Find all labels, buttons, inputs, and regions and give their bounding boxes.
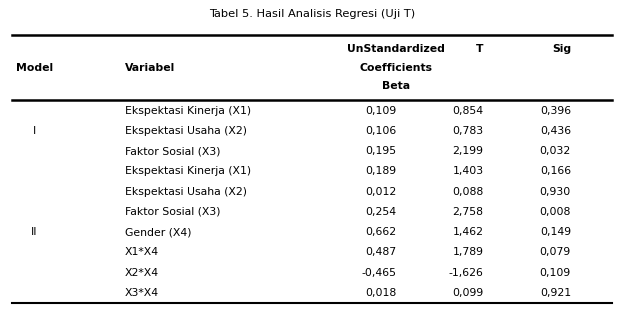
Text: Ekspektasi Usaha (X2): Ekspektasi Usaha (X2)	[125, 187, 247, 197]
Text: 0,018: 0,018	[365, 288, 396, 298]
Text: 0,166: 0,166	[540, 166, 571, 176]
Text: Ekspektasi Kinerja (X1): Ekspektasi Kinerja (X1)	[125, 166, 251, 176]
Text: 0,396: 0,396	[540, 106, 571, 116]
Text: 0,854: 0,854	[452, 106, 484, 116]
Text: 0,109: 0,109	[540, 268, 571, 278]
Text: 0,195: 0,195	[365, 146, 396, 156]
Text: 2,199: 2,199	[452, 146, 484, 156]
Text: 0,921: 0,921	[540, 288, 571, 298]
Text: 0,149: 0,149	[540, 227, 571, 237]
Text: I: I	[32, 126, 36, 136]
Text: Sig: Sig	[552, 44, 571, 54]
Text: 0,109: 0,109	[365, 106, 396, 116]
Text: X2*X4: X2*X4	[125, 268, 159, 278]
Text: T: T	[476, 44, 484, 54]
Text: X3*X4: X3*X4	[125, 288, 159, 298]
Text: 0,662: 0,662	[365, 227, 396, 237]
Text: -1,626: -1,626	[449, 268, 484, 278]
Text: Coefficients: Coefficients	[360, 62, 432, 73]
Text: 0,930: 0,930	[540, 187, 571, 197]
Text: 1,403: 1,403	[452, 166, 484, 176]
Text: Faktor Sosial (X3): Faktor Sosial (X3)	[125, 146, 220, 156]
Text: X1*X4: X1*X4	[125, 247, 159, 257]
Text: UnStandardized: UnStandardized	[348, 44, 445, 54]
Text: Model: Model	[16, 62, 53, 73]
Text: Variabel: Variabel	[125, 62, 175, 73]
Text: 0,079: 0,079	[540, 247, 571, 257]
Text: 0,487: 0,487	[365, 247, 396, 257]
Text: Ekspektasi Usaha (X2): Ekspektasi Usaha (X2)	[125, 126, 247, 136]
Text: II: II	[31, 227, 37, 237]
Text: 0,106: 0,106	[365, 126, 396, 136]
Text: Tabel 5. Hasil Analisis Regresi (Uji T): Tabel 5. Hasil Analisis Regresi (Uji T)	[209, 9, 415, 19]
Text: Faktor Sosial (X3): Faktor Sosial (X3)	[125, 207, 220, 217]
Text: 0,088: 0,088	[452, 187, 484, 197]
Text: 0,008: 0,008	[540, 207, 571, 217]
Text: 0,099: 0,099	[452, 288, 484, 298]
Text: 0,436: 0,436	[540, 126, 571, 136]
Text: Ekspektasi Kinerja (X1): Ekspektasi Kinerja (X1)	[125, 106, 251, 116]
Text: -0,465: -0,465	[361, 268, 396, 278]
Text: Beta: Beta	[382, 81, 411, 91]
Text: 0,189: 0,189	[365, 166, 396, 176]
Text: 0,783: 0,783	[452, 126, 484, 136]
Text: 0,012: 0,012	[365, 187, 396, 197]
Text: Gender (X4): Gender (X4)	[125, 227, 192, 237]
Text: 0,254: 0,254	[365, 207, 396, 217]
Text: 0,032: 0,032	[540, 146, 571, 156]
Text: 1,462: 1,462	[452, 227, 484, 237]
Text: 2,758: 2,758	[452, 207, 484, 217]
Text: 1,789: 1,789	[452, 247, 484, 257]
